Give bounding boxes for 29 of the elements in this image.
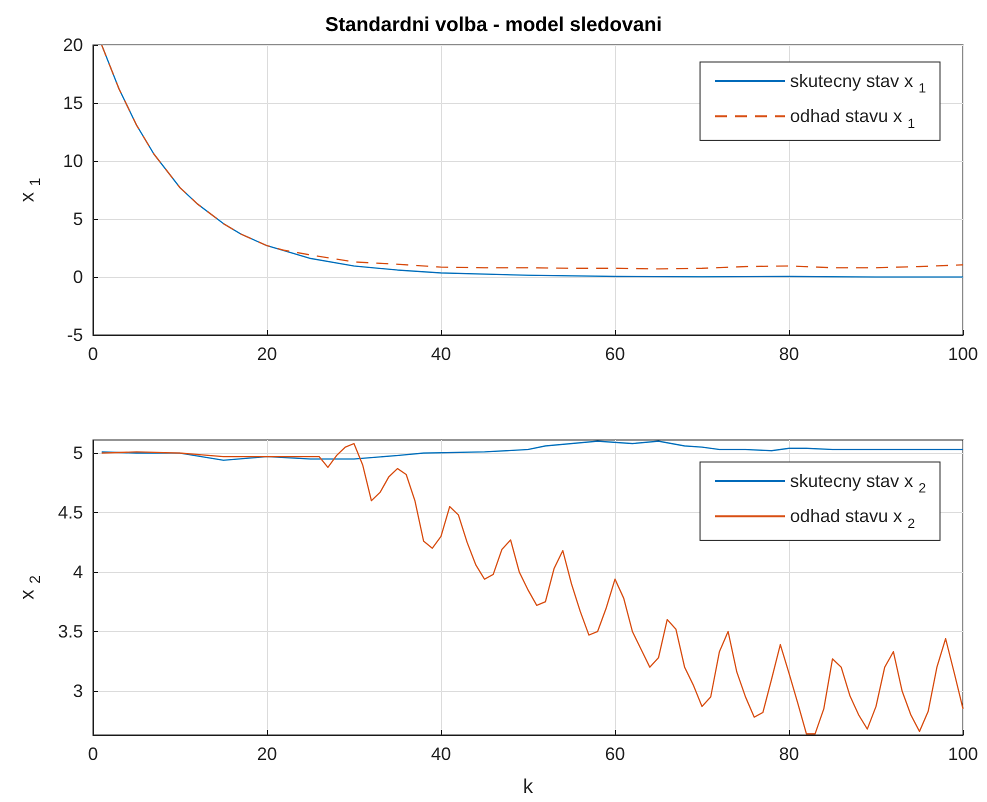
y-axis-title: x1 [16, 178, 44, 202]
chart-title: Standardni volba - model sledovani [325, 14, 662, 36]
y-tick-label: -5 [66, 325, 83, 345]
x-tick-label: 80 [778, 344, 800, 364]
line-series [101, 440, 964, 461]
y-tick-label: 20 [62, 35, 83, 55]
y-axis-title: x2 [16, 575, 44, 600]
x-tick-label: 0 [88, 344, 98, 364]
x-tick-label: 40 [430, 744, 452, 764]
x-tick-label: 100 [948, 344, 978, 364]
y-tick-label: 5 [72, 209, 83, 229]
x-tick-label: 80 [778, 744, 800, 764]
x-tick-label: 60 [604, 744, 626, 764]
x-tick-label: 20 [256, 344, 278, 364]
y-tick-label: 4.5 [58, 502, 83, 523]
y-tick-label: 5 [72, 443, 83, 464]
line-series [101, 442, 964, 734]
x-tick-label: 100 [948, 744, 978, 764]
x-axis-title: k [523, 776, 534, 798]
y-tick-label: 4 [72, 562, 83, 582]
x-tick-label: 0 [88, 744, 98, 764]
y-tick-label: 3 [72, 680, 83, 701]
y-tick-label: 3.5 [58, 622, 83, 642]
y-tick-label: 0 [72, 267, 83, 287]
y-tick-label: 10 [62, 151, 83, 171]
x-tick-label: 40 [430, 344, 452, 364]
x-tick-label: 20 [256, 744, 278, 764]
y-tick-label: 15 [62, 93, 83, 113]
x-tick-label: 60 [604, 344, 626, 364]
